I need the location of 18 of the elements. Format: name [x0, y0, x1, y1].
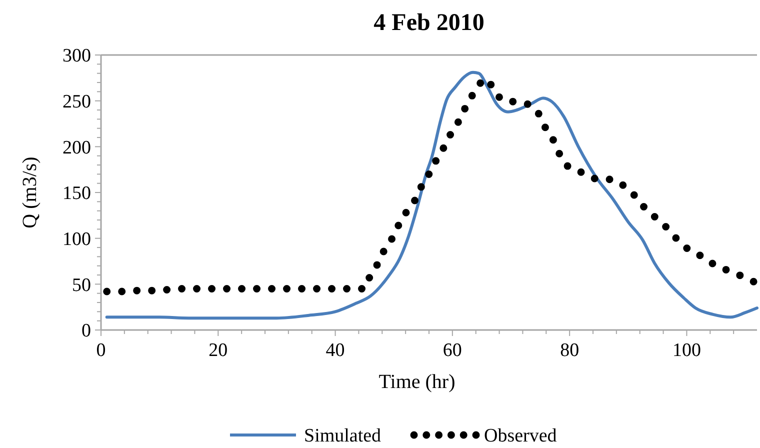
x-tick-label: 0	[96, 340, 106, 361]
legend-label: Simulated	[304, 426, 382, 447]
y-tick-label: 50	[72, 274, 91, 296]
x-tick-label: 100	[672, 340, 701, 361]
legend-label: Observed	[484, 426, 558, 447]
x-tick-label: 80	[560, 340, 580, 361]
x-axis-title: Time (hr)	[378, 371, 456, 393]
y-tick-label: 0	[82, 320, 91, 342]
y-axis-title: Q (m3/s)	[19, 156, 41, 228]
x-tick-label: 40	[326, 340, 345, 361]
y-tick-label: 100	[62, 228, 91, 250]
x-tick-label: 20	[208, 340, 228, 361]
y-tick-label: 250	[62, 91, 91, 112]
y-tick-label: 300	[62, 46, 91, 67]
y-tick-label: 150	[62, 183, 91, 204]
y-tick-label: 200	[62, 137, 91, 158]
x-tick-label: 60	[442, 340, 462, 361]
chart-title: 4 Feb 2010	[374, 10, 484, 36]
